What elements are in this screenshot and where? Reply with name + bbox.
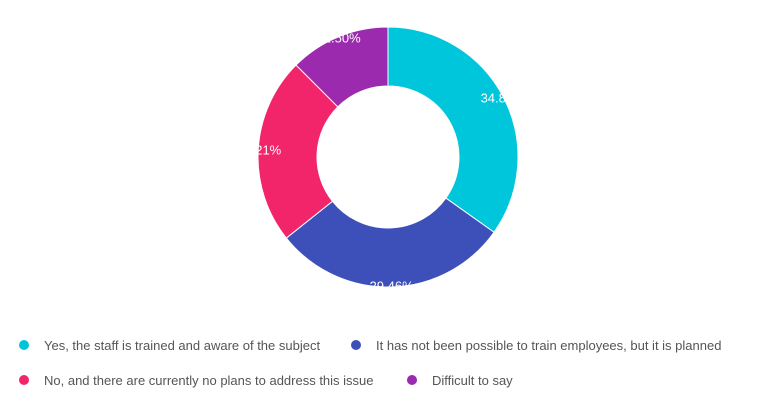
legend-dot-icon — [351, 340, 361, 350]
legend-item-trained[interactable]: Yes, the staff is trained and aware of t… — [19, 335, 320, 355]
slice-trained[interactable] — [387, 26, 519, 233]
slice-labels: 34.82% 29.46% 23.21% 12.50% — [237, 30, 525, 293]
slice-label-trained: 34.82% — [481, 90, 526, 105]
legend-item-difficult[interactable]: Difficult to say — [407, 370, 513, 390]
legend-label: Difficult to say — [432, 372, 513, 388]
slice-label-planned: 29.46% — [370, 278, 415, 293]
slice-no-plans[interactable] — [257, 64, 339, 239]
chart-legend: Yes, the staff is trained and aware of t… — [0, 330, 778, 410]
slice-label-difficult: 12.50% — [317, 30, 362, 45]
donut-slices — [257, 26, 519, 288]
legend-dot-icon — [19, 375, 29, 385]
legend-dot-icon — [19, 340, 29, 350]
slice-label-no-plans: 23.21% — [237, 142, 282, 157]
slice-difficult[interactable] — [295, 26, 389, 108]
legend-label: It has not been possible to train employ… — [376, 337, 722, 353]
legend-label: No, and there are currently no plans to … — [44, 372, 374, 388]
legend-item-planned[interactable]: It has not been possible to train employ… — [351, 335, 721, 355]
legend-dot-icon — [407, 375, 417, 385]
legend-label: Yes, the staff is trained and aware of t… — [44, 337, 321, 353]
donut-chart: 34.82% 29.46% 23.21% 12.50% — [237, 26, 525, 293]
legend-item-no-plans[interactable]: No, and there are currently no plans to … — [19, 370, 374, 390]
slice-planned[interactable] — [285, 197, 495, 288]
